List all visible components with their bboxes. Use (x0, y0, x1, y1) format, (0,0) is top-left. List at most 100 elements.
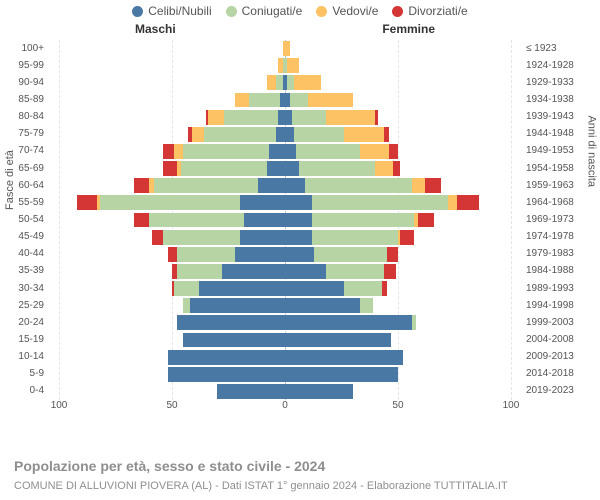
y-axis-left: 100+95-9990-9485-8980-8475-7970-7465-696… (0, 40, 48, 400)
birthyear-label: 1939-1943 (526, 112, 586, 122)
male-bar (206, 110, 285, 125)
segment-widowed (308, 93, 353, 108)
female-bar (285, 178, 441, 193)
female-bar (285, 195, 479, 210)
male-bar (278, 58, 285, 73)
age-label: 95-99 (0, 61, 44, 71)
pyramid-row (50, 144, 520, 159)
female-bar (285, 264, 396, 279)
male-bar (172, 281, 285, 296)
segment-single (285, 213, 312, 228)
pyramid-row (50, 350, 520, 365)
pyramid-row (50, 58, 520, 73)
segment-divorced (77, 195, 97, 210)
segment-divorced (168, 247, 177, 262)
segment-single (168, 367, 286, 382)
male-bar (168, 350, 286, 365)
age-label: 80-84 (0, 112, 44, 122)
male-bar (163, 161, 285, 176)
segment-single (285, 281, 344, 296)
segment-widowed (412, 178, 426, 193)
pyramid-row (50, 178, 520, 193)
segment-divorced (382, 281, 387, 296)
x-tick-label: 50 (392, 400, 403, 411)
female-bar (285, 367, 398, 382)
segment-single (285, 230, 312, 245)
legend-item: Coniugati/e (226, 4, 303, 18)
segment-single (285, 195, 312, 210)
segment-married (290, 93, 308, 108)
y-axis-right: ≤ 19231924-19281929-19331934-19381939-19… (522, 40, 582, 400)
segment-divorced (418, 213, 434, 228)
segment-married (305, 178, 411, 193)
segment-divorced (425, 178, 441, 193)
age-label: 25-29 (0, 301, 44, 311)
legend-swatch (132, 6, 143, 17)
male-bar (267, 75, 285, 90)
male-bar (134, 213, 285, 228)
segment-widowed (294, 75, 321, 90)
segment-divorced (375, 110, 377, 125)
segment-married (287, 75, 294, 90)
pyramid-row (50, 213, 520, 228)
chart-title: Popolazione per età, sesso e stato civil… (14, 458, 325, 474)
pyramid-row (50, 367, 520, 382)
birthyear-label: 2004-2008 (526, 335, 586, 345)
segment-single (285, 333, 391, 348)
segment-married (344, 281, 382, 296)
male-bar (183, 333, 285, 348)
segment-divorced (393, 161, 400, 176)
segment-single (285, 144, 296, 159)
segment-divorced (389, 144, 398, 159)
segment-divorced (457, 195, 480, 210)
segment-married (177, 264, 222, 279)
segment-single (199, 281, 285, 296)
female-bar (285, 93, 353, 108)
segment-single (190, 298, 285, 313)
age-label: 30-34 (0, 284, 44, 294)
segment-divorced (384, 264, 395, 279)
age-label: 90-94 (0, 78, 44, 88)
pyramid-row (50, 333, 520, 348)
age-label: 45-49 (0, 232, 44, 242)
segment-single (285, 264, 326, 279)
segment-divorced (152, 230, 163, 245)
segment-single (269, 144, 285, 159)
segment-married (299, 161, 376, 176)
male-label: Maschi (135, 22, 176, 36)
pyramid-row (50, 41, 520, 56)
female-bar (285, 384, 353, 399)
segment-single (217, 384, 285, 399)
pyramid-row (50, 75, 520, 90)
segment-single (285, 298, 360, 313)
female-bar (285, 298, 373, 313)
segment-single (183, 333, 285, 348)
female-bar (285, 41, 290, 56)
birthyear-label: 1979-1983 (526, 249, 586, 259)
legend-label: Divorziati/e (408, 4, 467, 18)
birthyear-label: 1984-1988 (526, 266, 586, 276)
segment-married (163, 230, 240, 245)
male-bar (163, 144, 285, 159)
legend-label: Celibi/Nubili (148, 4, 211, 18)
segment-divorced (387, 247, 398, 262)
segment-married (100, 195, 240, 210)
segment-married (183, 144, 269, 159)
birthyear-label: 2009-2013 (526, 352, 586, 362)
female-bar (285, 161, 400, 176)
birthyear-label: 1974-1978 (526, 232, 586, 242)
female-bar (285, 281, 387, 296)
x-tick-label: 0 (282, 400, 288, 411)
segment-divorced (163, 161, 177, 176)
segment-widowed (360, 144, 389, 159)
pyramid-row (50, 161, 520, 176)
legend-swatch (392, 6, 403, 17)
birthyear-label: 1999-2003 (526, 318, 586, 328)
segment-single (285, 367, 398, 382)
legend-item: Celibi/Nubili (132, 4, 211, 18)
age-label: 35-39 (0, 266, 44, 276)
segment-married (204, 127, 276, 142)
male-bar (177, 315, 285, 330)
segment-married (312, 230, 398, 245)
segment-widowed (448, 195, 457, 210)
